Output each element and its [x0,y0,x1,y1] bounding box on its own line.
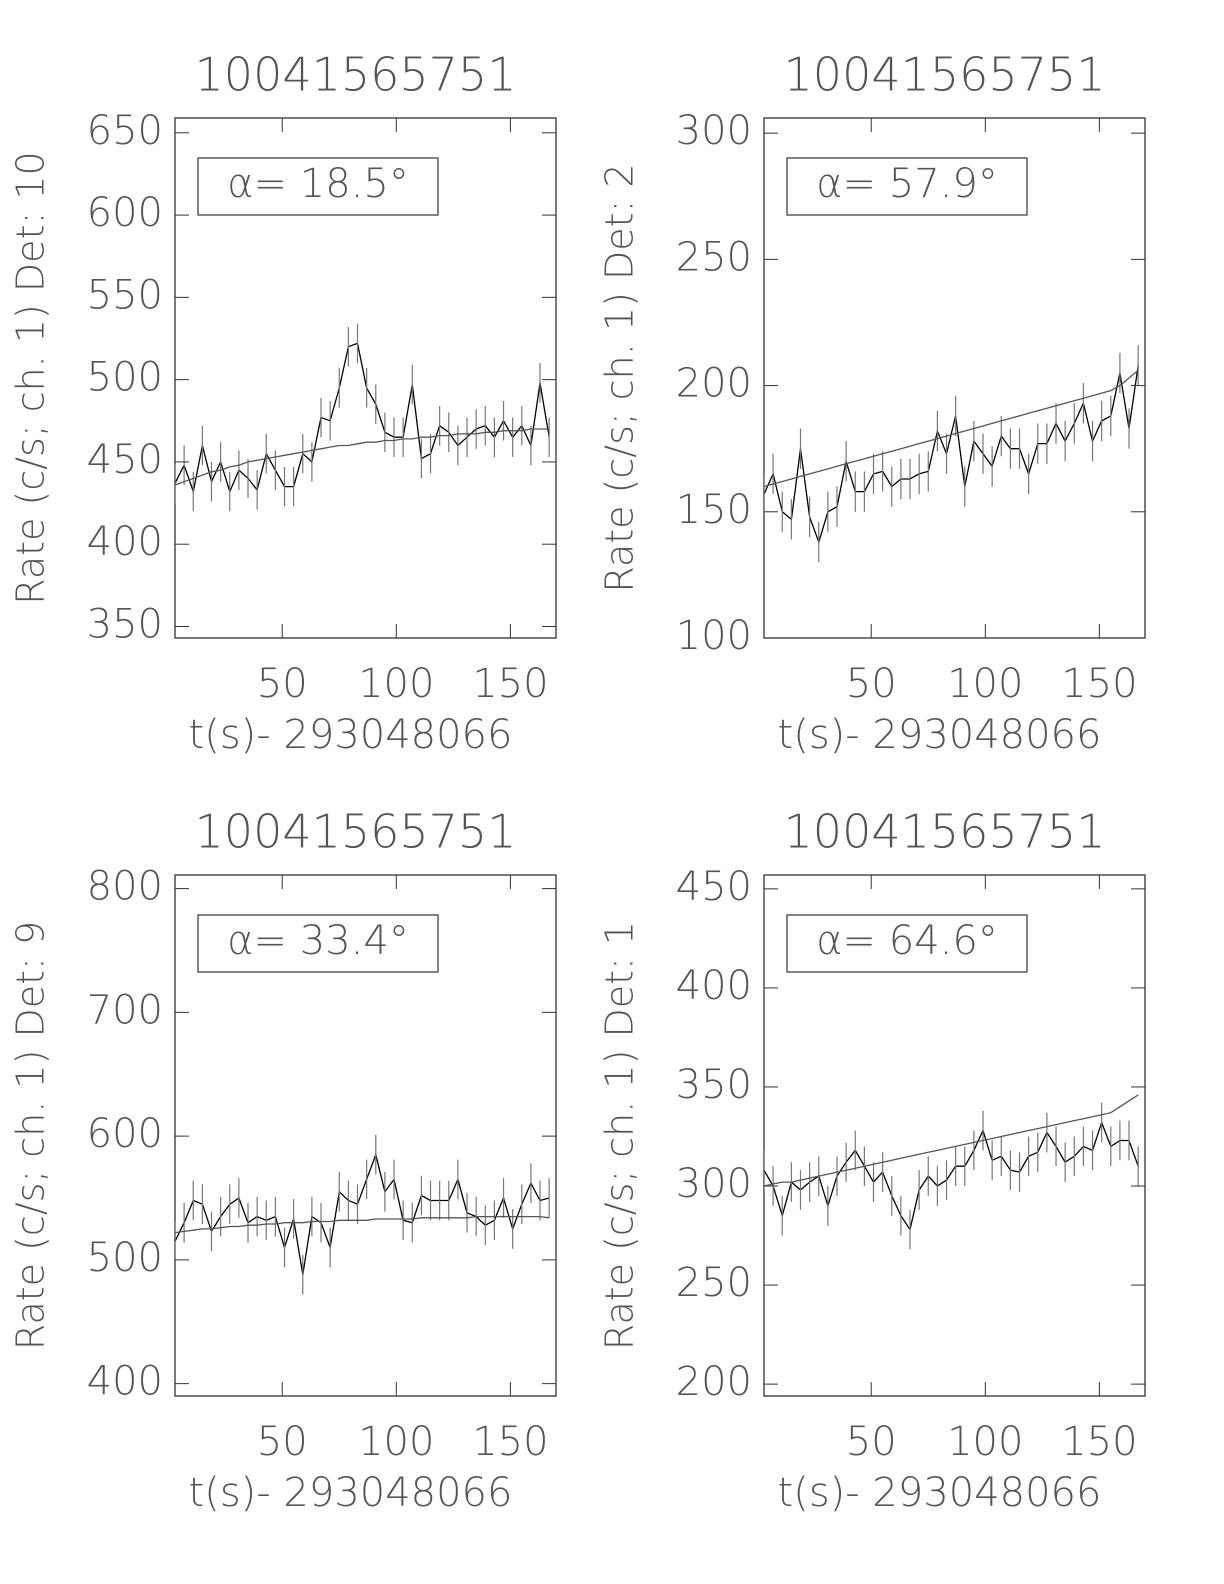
y-axis-label: Rate (c/s; ch. 1) Det: 10 [9,151,53,604]
y-tick-label: 650 [87,108,163,154]
x-tick-label: 50 [846,661,897,707]
data-line [764,365,1139,545]
plot-frame [763,117,1146,639]
x-axis-label: t(s)- 293048066 [189,1470,513,1516]
chart-title: 10041565751 [784,805,1106,859]
plot-area [175,323,550,512]
annotation: α= 64.6° [816,918,998,964]
annotation-box [197,157,439,216]
chart-title: 10041565751 [195,805,517,859]
plot-area [175,1134,550,1295]
y-tick-label: 500 [87,1235,163,1281]
panel: 10041565751 t(s)- 293048066 Rate (c/s; ch.… [598,805,1146,1516]
fit-line [764,369,1139,488]
y-axis-label: Rate (c/s; ch. 1) Det: 2 [598,163,642,592]
y-tick-label: 800 [87,864,163,910]
y-tick-label: 350 [676,1062,752,1108]
annotation-box [786,157,1028,216]
chart-title: 10041565751 [195,48,517,102]
panel: 10041565751 t(s)- 293048066 Rate (c/s; ch.… [598,48,1146,758]
x-tick-label: 100 [358,661,434,707]
panel: 10041565751 t(s)- 293048066 Rate (c/s; ch.… [9,48,557,758]
y-tick-label: 600 [87,1111,163,1157]
x-axis-label: t(s)- 293048066 [189,712,513,758]
y-tick-label: 300 [676,108,752,154]
x-tick-label: 150 [472,661,548,707]
fit-line [764,1094,1139,1187]
y-tick-label: 300 [676,1161,752,1207]
data-line [175,1152,550,1275]
fit-line [175,428,550,486]
data-line [764,1120,1139,1232]
plot-frame [174,117,557,639]
plot-frame [174,874,557,1397]
annotation-box [786,914,1028,973]
x-tick-label: 100 [358,1419,434,1465]
x-tick-label: 100 [947,661,1023,707]
y-tick-label: 500 [87,355,163,401]
x-tick-label: 100 [947,1419,1023,1465]
chart-title: 10041565751 [784,48,1106,102]
data-line [175,342,550,494]
fit-line [175,1215,550,1234]
y-tick-label: 600 [87,190,163,236]
y-tick-label: 250 [676,1260,752,1306]
x-tick-label: 50 [846,1419,897,1465]
plot-area [764,345,1139,563]
x-tick-label: 50 [257,1419,308,1465]
y-tick-label: 350 [87,601,163,647]
y-tick-label: 250 [676,234,752,280]
y-tick-label: 100 [676,613,752,659]
y-tick-label: 700 [87,987,163,1033]
x-tick-label: 150 [1061,1419,1137,1465]
annotation: α= 33.4° [227,918,409,964]
annotation: α= 57.9° [816,161,998,207]
plot-frame [763,874,1146,1397]
y-axis-label: Rate (c/s; ch. 1) Det: 9 [9,921,53,1350]
y-tick-label: 200 [676,1359,752,1405]
y-tick-label: 150 [676,487,752,533]
y-tick-label: 400 [87,519,163,565]
x-tick-label: 150 [472,1419,548,1465]
panel: 10041565751 t(s)- 293048066 Rate (c/s; ch.… [9,805,557,1516]
y-tick-label: 400 [87,1359,163,1405]
y-axis-label: Rate (c/s; ch. 1) Det: 1 [598,921,642,1350]
plot-area [764,1094,1139,1250]
x-tick-label: 150 [1061,661,1137,707]
annotation: α= 18.5° [227,161,409,207]
y-tick-label: 200 [676,361,752,407]
x-axis-label: t(s)- 293048066 [778,712,1102,758]
annotation-box [197,914,439,973]
x-axis-label: t(s)- 293048066 [778,1470,1102,1516]
x-tick-label: 50 [257,661,308,707]
y-tick-label: 450 [87,437,163,483]
y-tick-label: 400 [676,963,752,1009]
y-tick-label: 550 [87,272,163,318]
y-tick-label: 450 [676,864,752,910]
